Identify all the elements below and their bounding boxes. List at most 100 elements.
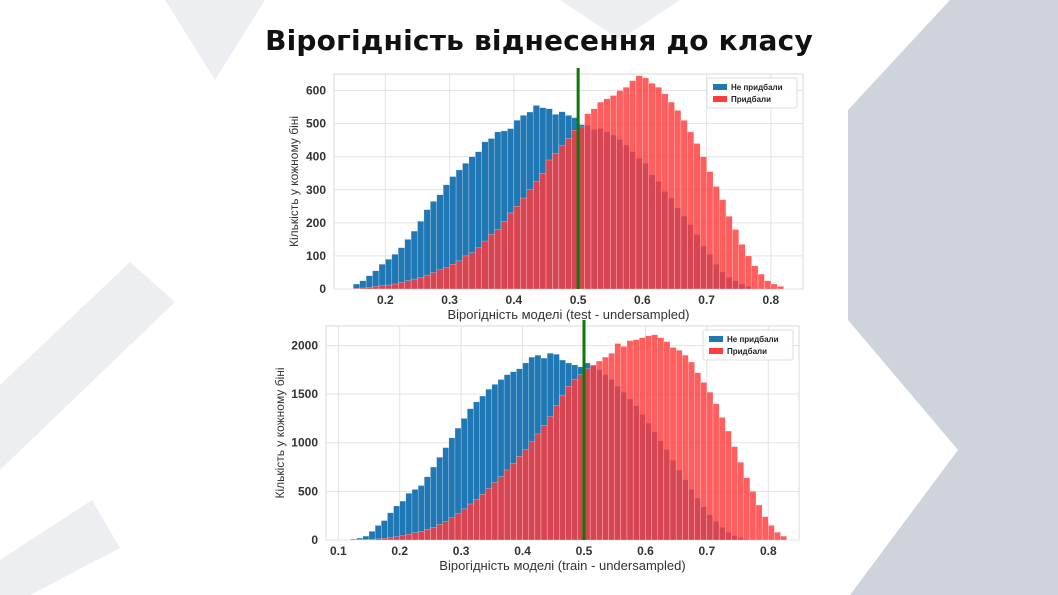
histogram-bar xyxy=(682,354,689,541)
legend-swatch xyxy=(709,336,723,342)
x-tick-label: 0.8 xyxy=(763,293,780,307)
x-tick-label: 0.6 xyxy=(637,544,654,558)
histogram-bar xyxy=(737,461,744,541)
y-axis-label: Кількість у кожному біні xyxy=(287,116,301,247)
histogram-bar xyxy=(381,538,388,541)
histogram-bar xyxy=(503,469,511,541)
histogram-bar xyxy=(777,286,784,290)
histogram-bar xyxy=(565,386,572,541)
histogram-bar xyxy=(491,482,499,541)
histogram-bar xyxy=(387,512,394,541)
histogram-bar xyxy=(675,350,683,541)
histogram-bar xyxy=(761,516,769,541)
histogram-bar xyxy=(780,535,787,541)
x-tick-label: 0.8 xyxy=(760,544,777,558)
histogram-bar xyxy=(393,505,400,541)
histogram-bar xyxy=(602,356,609,541)
y-tick-label: 200 xyxy=(306,216,326,230)
histogram-bar xyxy=(559,394,566,541)
legend-label: Придбали xyxy=(727,347,767,356)
slide-title: Вірогідність віднесення до класу xyxy=(265,24,813,57)
y-tick-label: 100 xyxy=(306,249,326,263)
legend-label: Не придбали xyxy=(731,83,783,92)
x-tick-label: 0.3 xyxy=(441,293,458,307)
x-tick-label: 0.7 xyxy=(699,544,716,558)
x-tick-label: 0.3 xyxy=(453,544,470,558)
histogram-bar xyxy=(571,379,579,541)
series-prydbaly xyxy=(350,334,787,541)
histogram-bar xyxy=(768,525,775,541)
x-tick-label: 0.4 xyxy=(506,293,523,307)
histogram-bar xyxy=(374,525,382,541)
histogram-bar xyxy=(749,491,757,541)
histogram-bar xyxy=(608,353,615,541)
histogram-bar xyxy=(620,346,628,541)
histogram-bar xyxy=(755,504,763,541)
histogram-bar xyxy=(424,529,431,541)
histogram-bar xyxy=(362,539,370,541)
histogram-bar xyxy=(774,532,781,541)
legend xyxy=(702,329,794,361)
histogram-bar xyxy=(411,532,419,541)
histogram-bar xyxy=(706,391,714,541)
histogram-bar xyxy=(387,537,394,541)
x-tick-label: 0.7 xyxy=(698,293,715,307)
histogram-bar xyxy=(596,360,603,541)
histogram-bar xyxy=(374,538,382,541)
x-tick-label: 0.6 xyxy=(634,293,651,307)
x-tick-label: 0.1 xyxy=(330,544,347,558)
x-axis-label: Вірогідність моделі (test - undersampled… xyxy=(447,307,689,322)
decor-shape-right xyxy=(848,0,1058,595)
histogram-bar xyxy=(411,489,419,541)
decor-shape-left-bottom xyxy=(0,500,120,595)
histogram-bar xyxy=(417,531,425,541)
histogram-bar xyxy=(399,535,407,541)
histogram-bar xyxy=(553,405,560,541)
histogram-bar xyxy=(405,533,413,541)
histogram-bar xyxy=(712,403,720,541)
histogram-bar xyxy=(645,335,652,541)
histogram-bar xyxy=(657,337,665,541)
legend-label: Придбали xyxy=(731,95,771,104)
histogram-bar xyxy=(393,536,400,541)
y-tick-label: 0 xyxy=(319,282,326,296)
histogram-bar xyxy=(479,494,486,541)
histogram-bar xyxy=(534,433,542,541)
y-tick-label: 1500 xyxy=(291,387,318,401)
decor-shape-top-left xyxy=(165,0,265,80)
x-tick-label: 0.5 xyxy=(570,293,587,307)
series-prydbaly xyxy=(353,75,784,290)
histogram-bar xyxy=(626,340,634,541)
histogram-bar xyxy=(436,524,443,541)
histogram-bar xyxy=(368,531,376,541)
decor-shape-left-mid xyxy=(0,262,175,470)
histogram-bar xyxy=(473,498,480,541)
histogram-bar xyxy=(700,382,708,541)
histogram-bar xyxy=(663,341,671,541)
x-tick-label: 0.2 xyxy=(377,293,394,307)
histogram-bar xyxy=(522,449,529,541)
histogram-bar xyxy=(485,488,493,541)
legend-swatch xyxy=(709,348,723,354)
histogram-bar xyxy=(718,417,726,541)
histogram-bar xyxy=(694,372,701,541)
histogram-bar xyxy=(381,520,388,541)
y-tick-label: 400 xyxy=(306,150,326,164)
y-tick-label: 600 xyxy=(306,84,326,98)
histogram-bar xyxy=(540,425,548,541)
y-tick-label: 500 xyxy=(298,484,318,498)
y-tick-label: 300 xyxy=(306,183,326,197)
histogram-bar xyxy=(688,361,695,541)
y-tick-label: 500 xyxy=(306,117,326,131)
histogram-bar xyxy=(430,527,437,541)
histogram-bar xyxy=(399,500,407,541)
histogram-bar xyxy=(467,503,474,541)
histogram-bar xyxy=(442,521,450,541)
histogram-bar xyxy=(497,476,505,541)
histogram-bar xyxy=(651,334,658,541)
histogram-bar xyxy=(528,441,536,541)
decor-shape-top-right xyxy=(560,0,680,40)
x-axis-label: Вірогідність моделі (train - undersample… xyxy=(439,558,685,573)
